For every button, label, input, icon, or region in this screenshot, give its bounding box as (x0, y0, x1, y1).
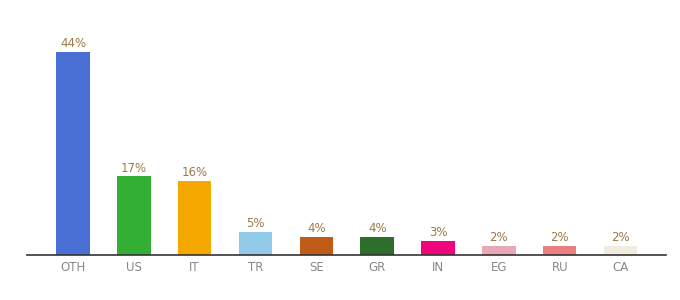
Text: 3%: 3% (429, 226, 447, 239)
Text: 2%: 2% (550, 231, 569, 244)
Bar (422, 241, 455, 255)
Bar (239, 232, 272, 255)
Bar (360, 236, 394, 255)
Text: 2%: 2% (490, 231, 508, 244)
Bar (178, 181, 211, 255)
Text: 17%: 17% (121, 162, 147, 175)
Text: 4%: 4% (307, 222, 326, 235)
Bar (543, 246, 577, 255)
Bar (604, 246, 637, 255)
Text: 16%: 16% (182, 166, 208, 179)
Bar (117, 176, 150, 255)
Bar (482, 246, 515, 255)
Text: 2%: 2% (611, 231, 630, 244)
Bar (300, 236, 333, 255)
Text: 44%: 44% (60, 37, 86, 50)
Bar (56, 52, 90, 255)
Text: 5%: 5% (246, 217, 265, 230)
Text: 4%: 4% (368, 222, 386, 235)
